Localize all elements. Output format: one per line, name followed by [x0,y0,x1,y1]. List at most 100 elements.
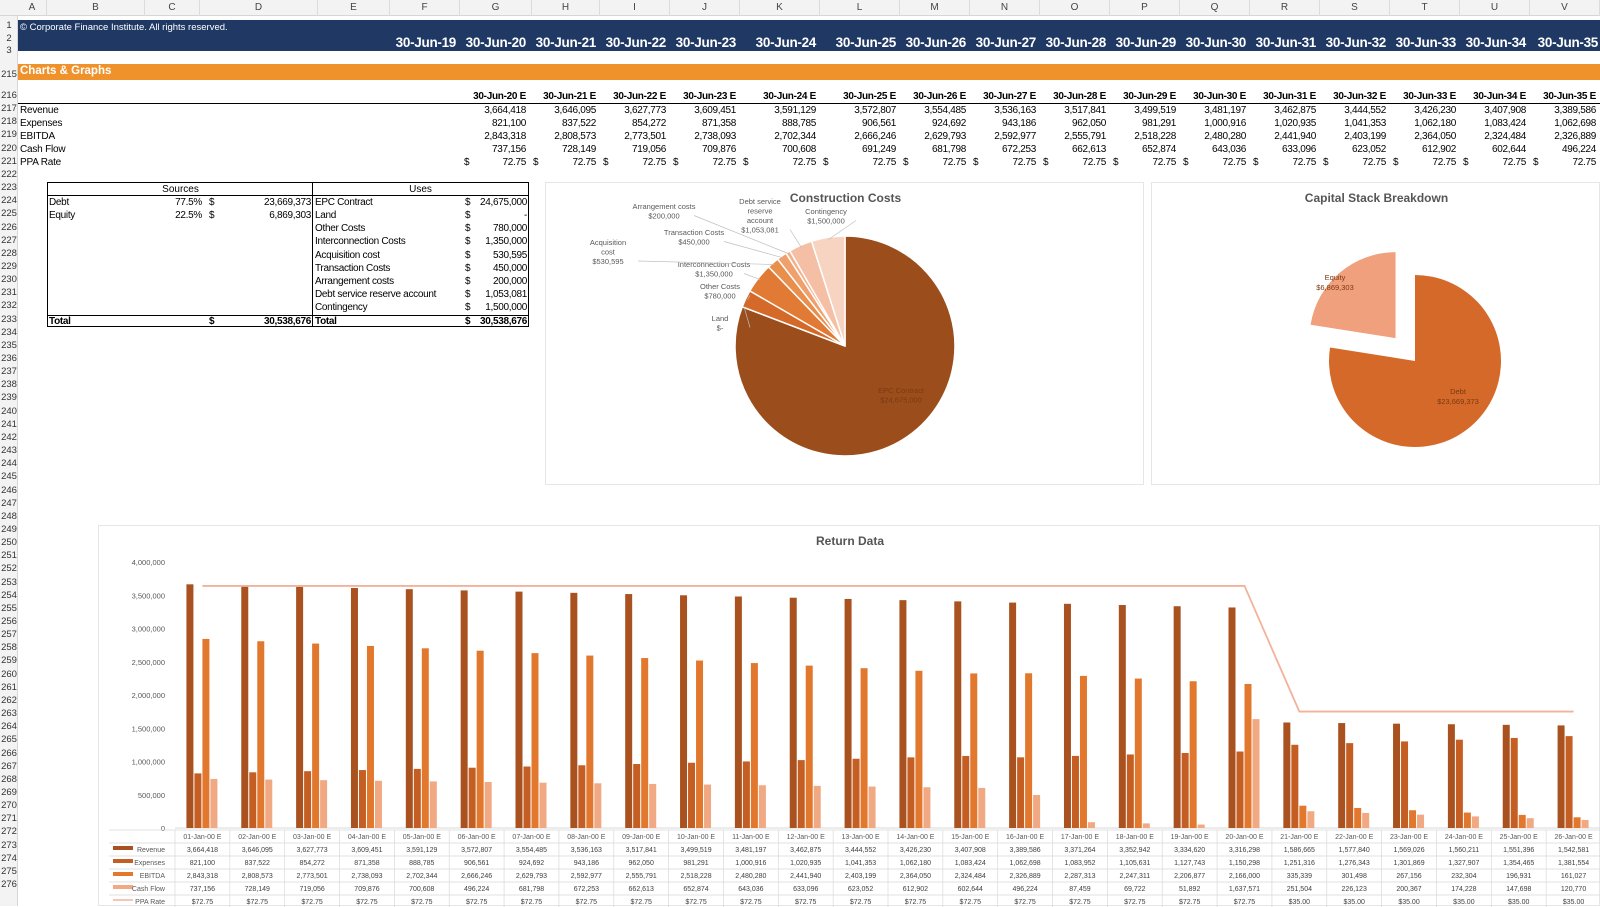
summary-cell[interactable]: 2,480,280 [1204,131,1246,142]
summary-cell[interactable]: 719,056 [631,144,666,155]
row-header[interactable]: 261 [1,681,17,693]
summary-cell[interactable]: 72.75 [1152,157,1176,168]
summary-cell[interactable]: 3,627,773 [624,105,666,116]
summary-cell[interactable]: 1,083,424 [1484,118,1526,129]
summary-cell[interactable]: 3,554,485 [924,105,966,116]
summary-cell[interactable]: 72.75 [1082,157,1106,168]
summary-cell[interactable]: 1,062,698 [1554,118,1596,129]
summary-cell[interactable]: 72.75 [872,157,896,168]
summary-cell[interactable]: 3,646,095 [554,105,596,116]
row-header[interactable]: 219 [1,129,17,141]
summary-cell[interactable]: 2,555,791 [1064,131,1106,142]
summary-cell[interactable]: 3,536,163 [994,105,1036,116]
use-value[interactable]: 200,000 [492,275,527,287]
summary-cell[interactable]: 612,902 [1421,144,1456,155]
row-header[interactable]: 234 [1,326,17,338]
row-header[interactable]: 264 [1,721,17,733]
row-header[interactable]: 222 [1,168,17,180]
row-header[interactable]: 243 [1,445,17,457]
column-header[interactable]: C [145,0,200,16]
use-value[interactable]: 1,350,000 [485,236,527,248]
row-header[interactable]: 268 [1,773,17,785]
row-header[interactable]: 260 [1,668,17,680]
row-header[interactable]: 223 [1,182,17,194]
use-value[interactable]: 1,053,081 [485,289,527,301]
row-header[interactable]: 228 [1,247,17,259]
summary-cell[interactable]: 672,253 [1001,144,1036,155]
row-header[interactable]: 233 [1,313,17,325]
column-header[interactable]: T [1390,0,1460,16]
row-header[interactable]: 254 [1,589,17,601]
row-header[interactable]: 225 [1,208,17,220]
source-value[interactable]: 6,869,303 [269,210,311,222]
column-header[interactable]: L [820,0,900,16]
use-value[interactable]: - [523,210,527,222]
summary-cell[interactable]: 2,403,199 [1344,131,1386,142]
column-header[interactable]: R [1250,0,1320,16]
column-header[interactable]: S [1320,0,1390,16]
row-header[interactable]: 236 [1,353,17,364]
row-header[interactable]: 248 [1,510,17,522]
summary-cell[interactable]: 681,798 [931,144,966,155]
column-header[interactable]: A [18,0,47,16]
summary-cell[interactable]: 854,272 [631,118,666,129]
row-header[interactable]: 269 [1,786,17,798]
row-header[interactable]: 242 [1,431,17,443]
summary-cell[interactable]: 943,186 [1001,118,1036,129]
summary-cell[interactable]: 981,291 [1141,118,1176,129]
row-header[interactable]: 255 [1,602,17,614]
row-header[interactable]: 247 [1,497,17,509]
row-header[interactable]: 249 [1,523,17,535]
row-header[interactable]: 2 [6,33,12,44]
summary-cell[interactable]: 2,702,344 [774,131,816,142]
summary-cell[interactable]: 3,591,129 [774,105,816,116]
summary-cell[interactable]: 72.75 [1432,157,1456,168]
use-value[interactable]: 780,000 [492,223,527,235]
column-header[interactable]: F [390,0,460,16]
summary-cell[interactable]: 1,000,916 [1204,118,1246,129]
use-value[interactable]: 1,500,000 [485,302,527,314]
row-header[interactable]: 217 [1,103,17,115]
summary-cell[interactable]: 72.75 [1502,157,1526,168]
row-header[interactable]: 230 [1,274,17,286]
summary-cell[interactable]: 3,481,197 [1204,105,1246,116]
row-header[interactable]: 266 [1,747,17,759]
row-header[interactable]: 1 [6,20,12,31]
column-header[interactable]: M [900,0,970,16]
row-header[interactable]: 227 [1,234,17,246]
summary-cell[interactable]: 3,462,875 [1274,105,1316,116]
summary-cell[interactable]: 1,062,180 [1414,118,1456,129]
summary-cell[interactable]: 700,608 [781,144,816,155]
row-header[interactable]: 3 [6,45,12,56]
column-header[interactable]: K [740,0,820,16]
summary-cell[interactable]: 2,666,246 [854,131,896,142]
row-header[interactable]: 275 [1,865,17,877]
summary-cell[interactable]: 72.75 [1572,157,1596,168]
summary-cell[interactable]: 72.75 [712,157,736,168]
column-header[interactable]: V [1530,0,1600,16]
column-header[interactable]: E [318,0,390,16]
row-header[interactable]: 238 [1,379,17,391]
row-header[interactable]: 237 [1,366,17,378]
row-header[interactable]: 224 [1,195,17,207]
column-header[interactable]: J [670,0,740,16]
summary-cell[interactable]: 2,629,793 [924,131,966,142]
row-header[interactable]: 231 [1,287,17,299]
summary-cell[interactable]: 2,738,093 [694,131,736,142]
use-value[interactable]: 530,595 [492,249,527,261]
summary-cell[interactable]: 728,149 [561,144,596,155]
summary-cell[interactable]: 72.75 [572,157,596,168]
row-header[interactable]: 263 [1,708,17,720]
row-header[interactable]: 273 [1,839,17,851]
row-header[interactable]: 270 [1,800,17,812]
row-header[interactable]: 245 [1,471,17,483]
summary-cell[interactable]: 691,249 [861,144,896,155]
row-header[interactable]: 246 [1,484,17,496]
column-header[interactable]: O [1040,0,1110,16]
summary-cell[interactable]: 3,499,519 [1134,105,1176,116]
row-header[interactable]: 251 [1,550,17,562]
summary-cell[interactable]: 623,052 [1351,144,1386,155]
row-header[interactable]: 232 [1,300,17,312]
summary-cell[interactable]: 2,364,050 [1414,131,1456,142]
summary-cell[interactable]: 924,692 [931,118,966,129]
